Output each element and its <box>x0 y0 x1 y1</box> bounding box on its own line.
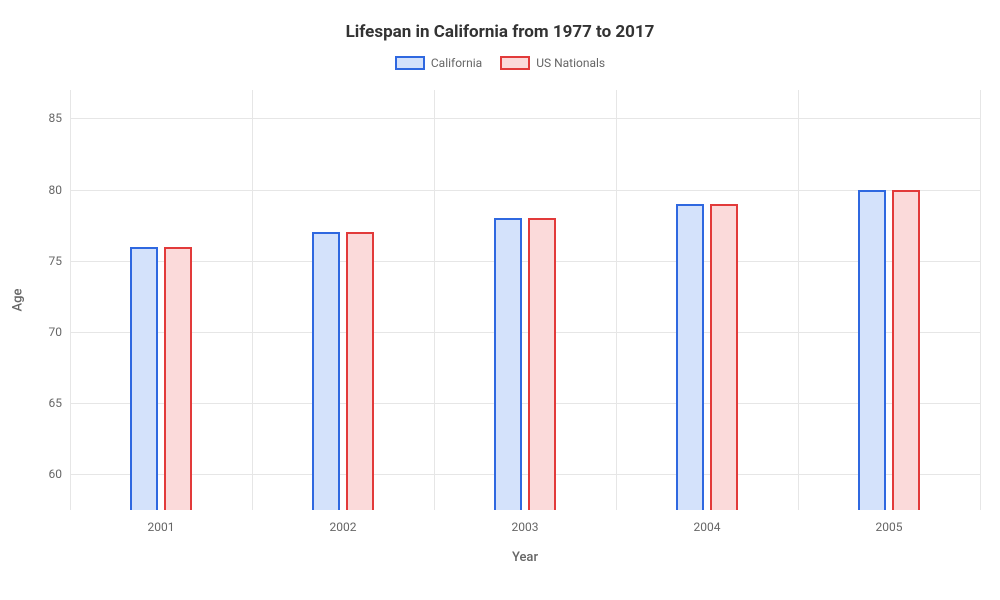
y-tick-label: 85 <box>49 111 71 125</box>
bar <box>494 218 522 510</box>
gridline-v <box>798 90 799 510</box>
x-tick-label: 2004 <box>694 510 721 534</box>
x-tick-label: 2003 <box>512 510 539 534</box>
legend-swatch-california <box>395 56 425 70</box>
lifespan-chart: Lifespan in California from 1977 to 2017… <box>0 0 1000 600</box>
legend-label-california: California <box>431 56 482 70</box>
gridline-v <box>252 90 253 510</box>
bar <box>676 204 704 510</box>
y-axis-label: Age <box>11 289 26 312</box>
y-tick-label: 80 <box>49 183 71 197</box>
bar <box>858 190 886 510</box>
gridline-v <box>616 90 617 510</box>
bar <box>164 247 192 510</box>
y-tick-label: 60 <box>49 467 71 481</box>
gridline-v <box>70 90 71 510</box>
legend-item-california: California <box>395 56 482 70</box>
bar <box>130 247 158 510</box>
y-tick-label: 65 <box>49 396 71 410</box>
legend-swatch-us-nationals <box>500 56 530 70</box>
gridline-h <box>70 474 980 475</box>
x-axis-label: Year <box>512 550 538 565</box>
y-tick-label: 75 <box>49 254 71 268</box>
gridline-h <box>70 261 980 262</box>
x-tick-label: 2002 <box>330 510 357 534</box>
gridline-h <box>70 403 980 404</box>
gridline-v <box>434 90 435 510</box>
bar <box>892 190 920 510</box>
chart-legend: California US Nationals <box>0 56 1000 70</box>
bar <box>528 218 556 510</box>
x-tick-label: 2005 <box>876 510 903 534</box>
gridline-h <box>70 118 980 119</box>
bar <box>710 204 738 510</box>
y-tick-label: 70 <box>49 325 71 339</box>
bar <box>312 232 340 510</box>
legend-label-us-nationals: US Nationals <box>536 56 605 70</box>
bar <box>346 232 374 510</box>
plot-area: 60657075808520012002200320042005 <box>70 90 980 510</box>
legend-item-us-nationals: US Nationals <box>500 56 605 70</box>
gridline-h <box>70 332 980 333</box>
gridline-h <box>70 190 980 191</box>
chart-title: Lifespan in California from 1977 to 2017 <box>0 22 1000 42</box>
gridline-v <box>980 90 981 510</box>
x-tick-label: 2001 <box>148 510 175 534</box>
